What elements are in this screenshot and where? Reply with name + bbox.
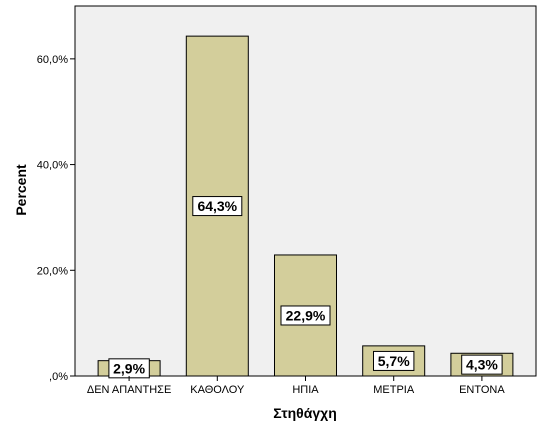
data-label: 5,7% <box>378 353 410 369</box>
y-tick-label: 40,0% <box>37 160 68 172</box>
y-tick-label: ,0% <box>49 371 68 383</box>
x-tick-label: ΚΑΘΟΛΟΥ <box>190 384 245 396</box>
data-label-box <box>192 196 243 217</box>
x-axis: ΔΕΝ ΑΠΑΝΤΗΣΕ ΚΑΘΟΛΟΥ ΗΠΙΑ ΜΕΤΡΙΑ ΕΝΤΟΝΑ <box>87 376 505 396</box>
data-label: 22,9% <box>286 307 326 323</box>
data-label: 4,3% <box>466 357 498 373</box>
bars-group: 2,9% 64,3% 22,9% 5,7% 4,3% <box>97 35 514 379</box>
x-axis-title: Στηθάγχη <box>273 405 337 421</box>
data-label-box <box>373 350 415 371</box>
y-axis: ,0% 20,0% 40,0% 60,0% <box>37 54 75 383</box>
y-tick-label: 20,0% <box>37 265 68 277</box>
x-tick-label: ΔΕΝ ΑΠΑΝΤΗΣΕ <box>87 384 171 396</box>
data-label: 64,3% <box>197 198 237 214</box>
x-tick-label: ΜΕΤΡΙΑ <box>373 384 415 396</box>
x-tick-label: ΕΝΤΟΝΑ <box>459 384 505 396</box>
data-label-box <box>461 354 503 375</box>
data-label: 2,9% <box>113 360 145 376</box>
y-tick-label: 60,0% <box>37 54 68 66</box>
data-label-box <box>280 305 331 326</box>
x-tick-label: ΗΠΙΑ <box>292 384 319 396</box>
y-axis-title: Percent <box>13 164 29 216</box>
